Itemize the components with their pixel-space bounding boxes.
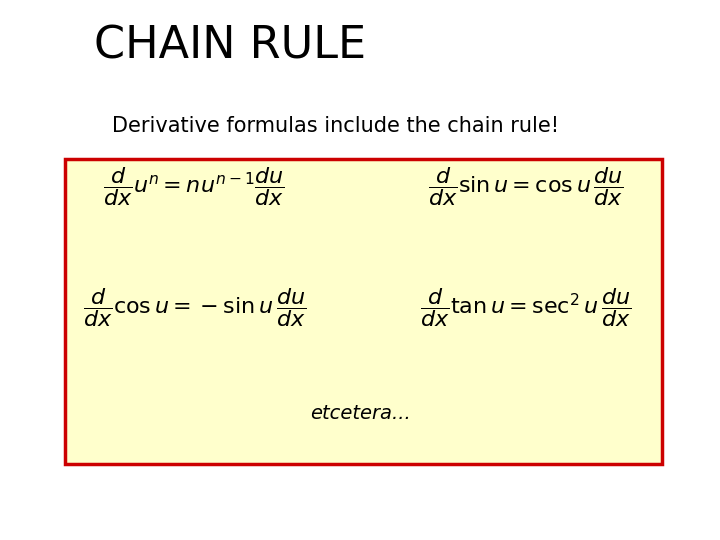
- Text: $\dfrac{d}{dx}\tan u = \sec^2 u\,\dfrac{du}{dx}$: $\dfrac{d}{dx}\tan u = \sec^2 u\,\dfrac{…: [420, 286, 631, 329]
- Text: $\dfrac{d}{dx}\cos u = -\sin u\,\dfrac{du}{dx}$: $\dfrac{d}{dx}\cos u = -\sin u\,\dfrac{d…: [83, 286, 306, 329]
- Text: CHAIN RULE: CHAIN RULE: [94, 24, 366, 68]
- Text: $\dfrac{d}{dx}u^n = nu^{n-1}\dfrac{du}{dx}$: $\dfrac{d}{dx}u^n = nu^{n-1}\dfrac{du}{d…: [104, 165, 285, 208]
- FancyBboxPatch shape: [65, 159, 662, 464]
- Text: $\dfrac{d}{dx}\sin u = \cos u\,\dfrac{du}{dx}$: $\dfrac{d}{dx}\sin u = \cos u\,\dfrac{du…: [428, 165, 624, 208]
- Text: etcetera...: etcetera...: [310, 403, 410, 423]
- Text: Derivative formulas include the chain rule!: Derivative formulas include the chain ru…: [112, 116, 559, 136]
